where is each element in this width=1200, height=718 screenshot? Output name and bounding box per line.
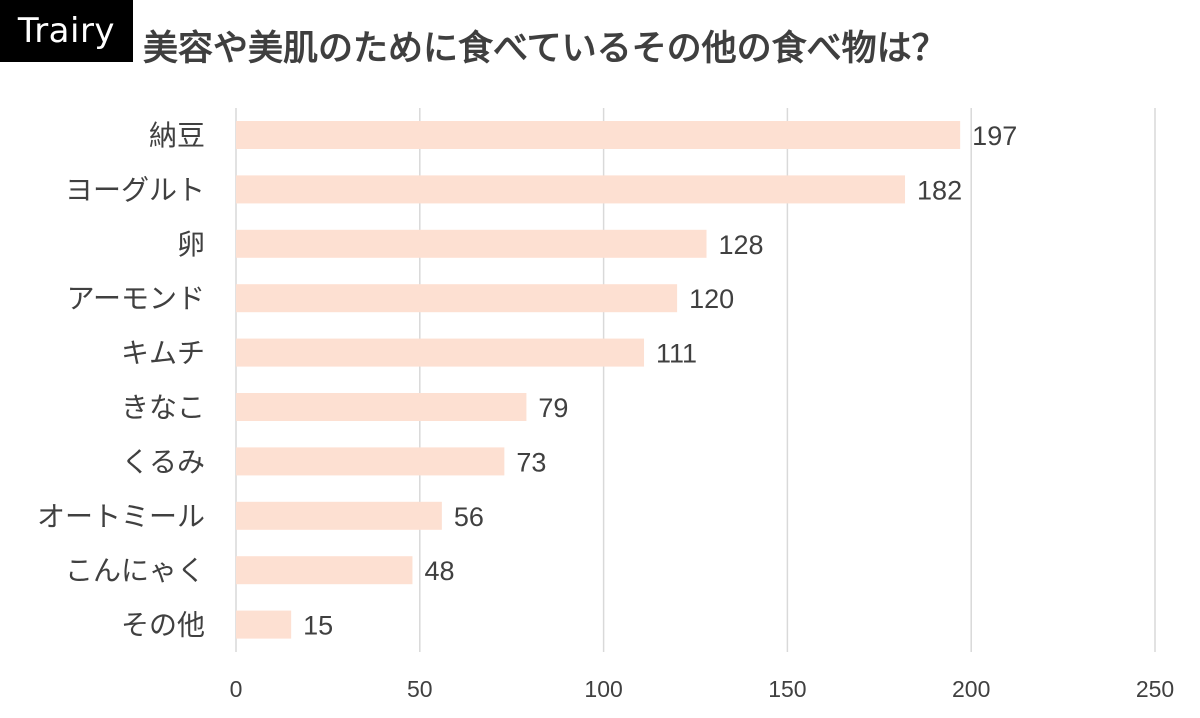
category-label: ヨーグルト — [65, 173, 205, 206]
data-label: 182 — [917, 175, 962, 205]
x-tick-label: 50 — [407, 676, 433, 702]
x-tick-label: 250 — [1136, 676, 1174, 702]
data-label: 120 — [689, 284, 734, 314]
category-label: アーモンド — [67, 282, 205, 315]
data-label: 15 — [303, 611, 333, 641]
data-label: 128 — [719, 230, 764, 260]
x-tick-label: 0 — [230, 676, 243, 702]
bar — [236, 175, 906, 204]
bar — [236, 338, 645, 367]
data-label: 79 — [538, 393, 568, 423]
x-tick-label: 200 — [952, 676, 990, 702]
category-label: その他 — [121, 609, 205, 642]
category-label: 納豆 — [149, 119, 205, 152]
bar — [236, 121, 961, 149]
data-label: 56 — [454, 502, 484, 532]
category-label: きなこ — [121, 391, 205, 424]
bar — [236, 447, 505, 476]
category-label: キムチ — [121, 337, 205, 370]
bar — [236, 284, 678, 313]
data-label: 73 — [516, 447, 546, 477]
x-tick-label: 100 — [584, 676, 622, 702]
x-tick-label: 150 — [768, 676, 806, 702]
brand-label: Trairy — [17, 11, 116, 51]
bar — [236, 393, 527, 421]
brand-logo: Trairy — [0, 0, 133, 62]
chart-title: 美容や美肌のために食べているその他の食べ物は？ — [143, 29, 947, 69]
category-label: こんにゃく — [65, 554, 205, 587]
data-label: 48 — [424, 556, 454, 586]
category-label: オートミール — [37, 500, 205, 533]
bar — [236, 610, 292, 639]
data-label: 197 — [972, 121, 1017, 151]
data-label: 111 — [656, 339, 697, 369]
bar — [236, 229, 707, 258]
bar — [236, 501, 442, 530]
bar — [236, 556, 413, 585]
category-label: 卵 — [177, 228, 205, 261]
category-label: くるみ — [122, 445, 205, 478]
